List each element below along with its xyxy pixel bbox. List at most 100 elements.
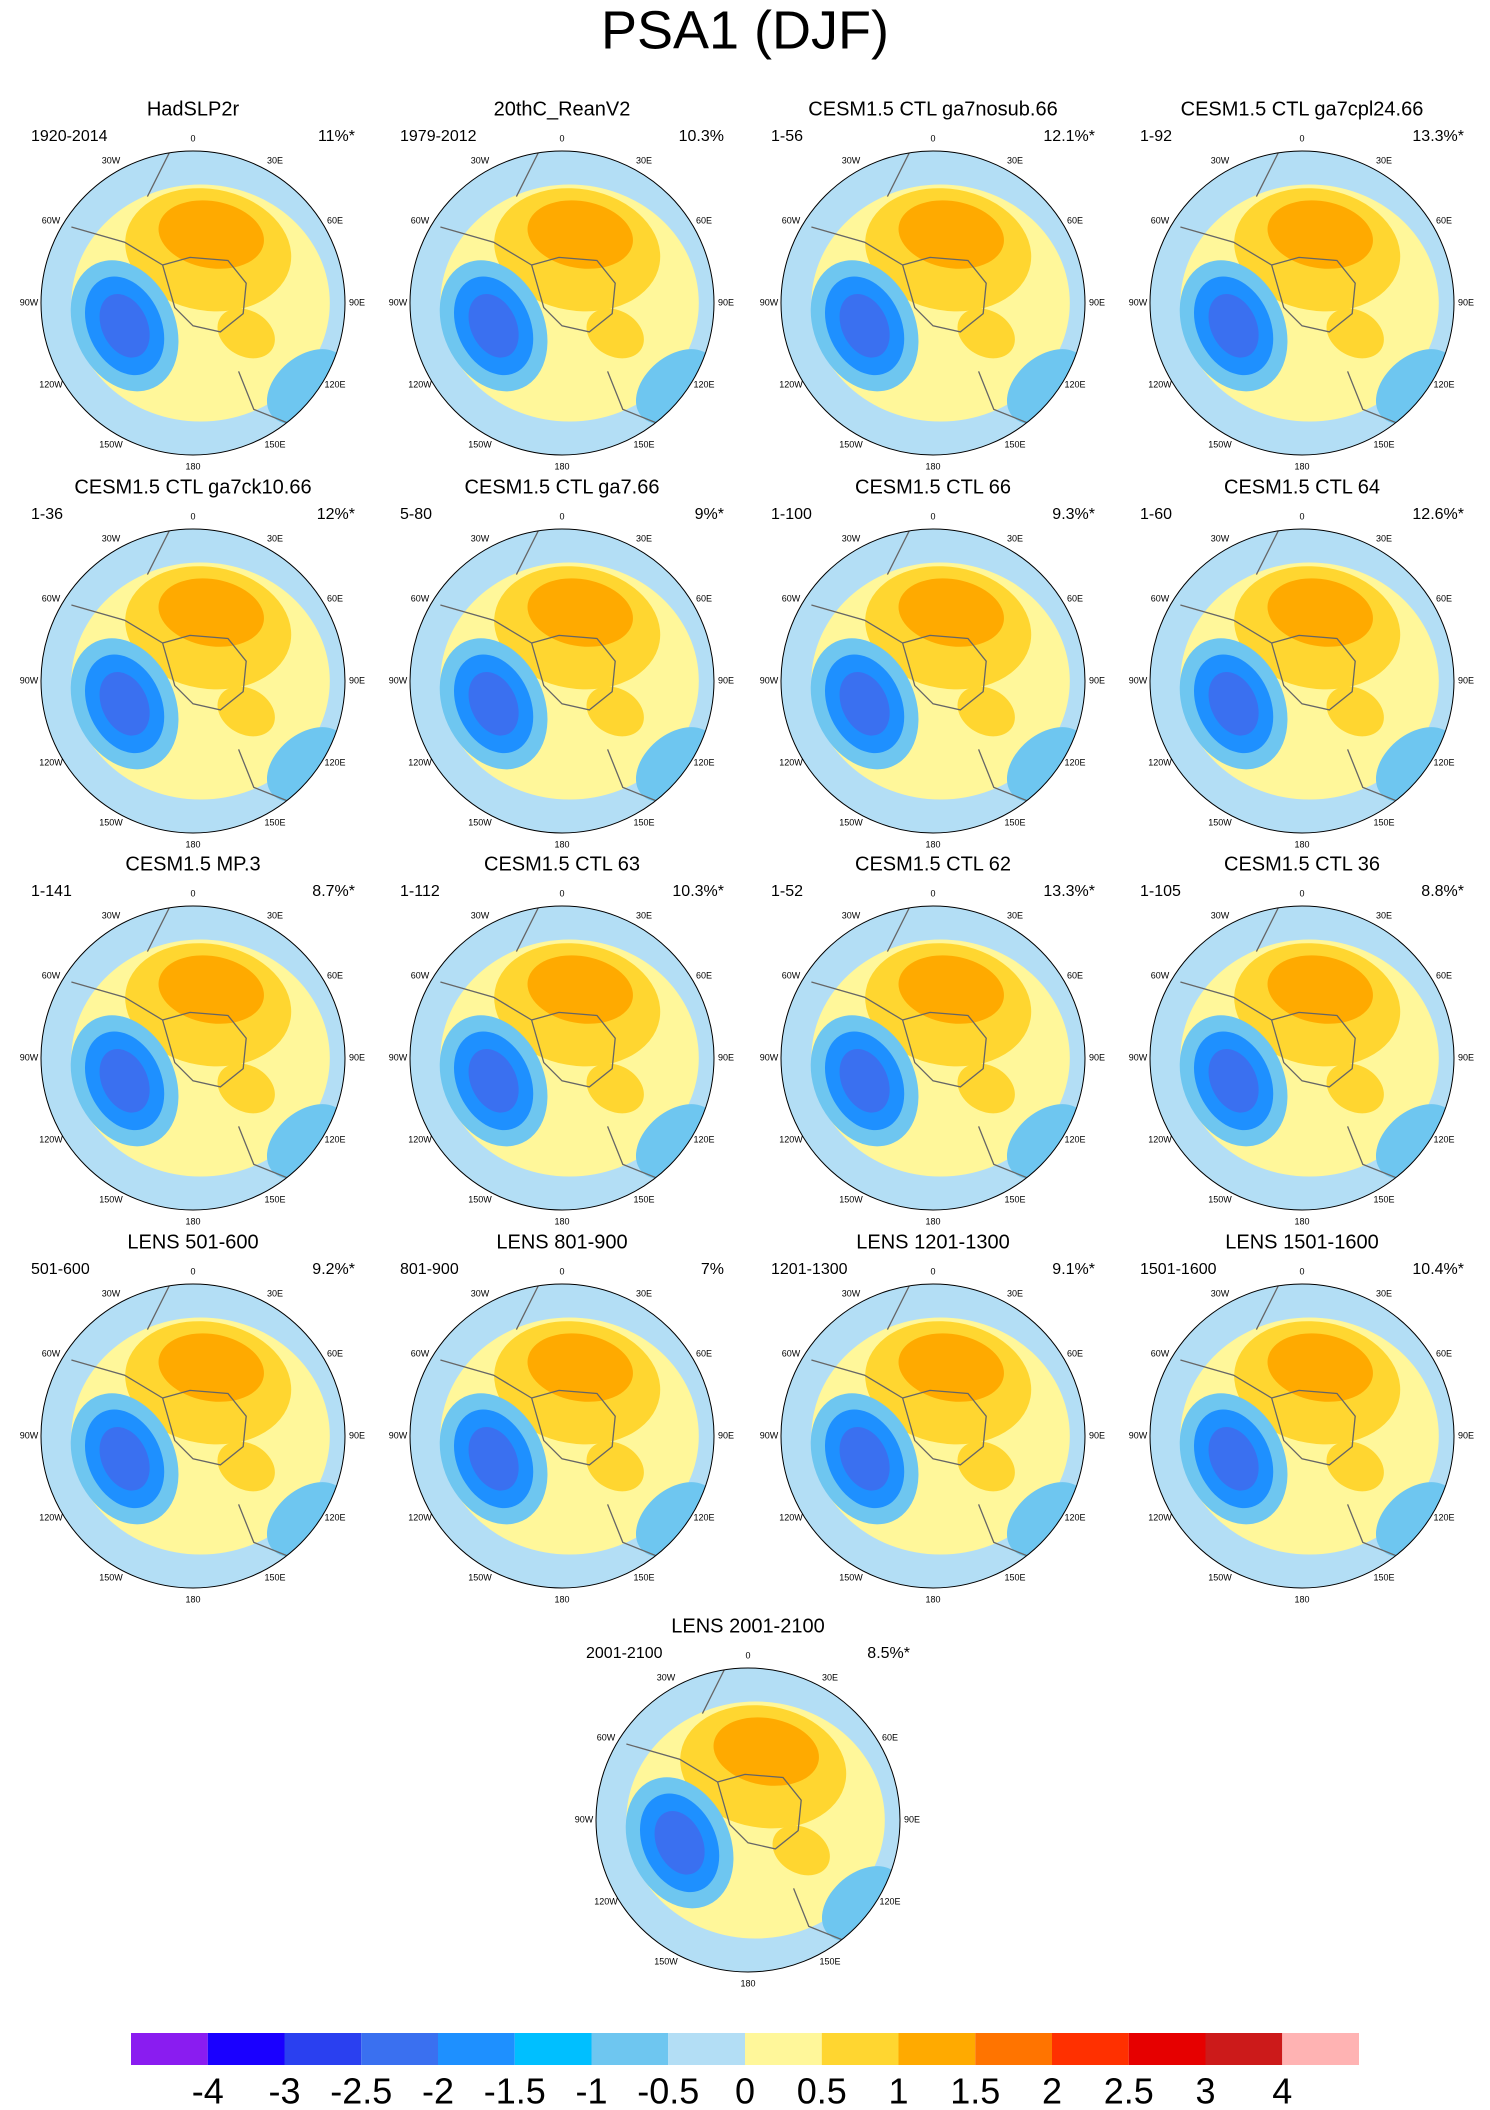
colorbar-label: -2.5	[330, 2071, 392, 2110]
colorbar-label: 1.5	[950, 2071, 1000, 2110]
positive-region	[527, 200, 633, 269]
longitude-label: 120W	[39, 1512, 63, 1522]
longitude-label: 90W	[760, 1430, 779, 1440]
longitude-label: 120E	[1434, 1134, 1455, 1144]
longitude-label: 30E	[822, 1672, 838, 1682]
longitude-label: 150E	[633, 1194, 654, 1204]
map	[596, 1668, 900, 1972]
longitude-label: 60E	[1436, 1348, 1452, 1358]
positive-region	[1267, 578, 1373, 647]
negative-region	[468, 1048, 519, 1113]
panel-period: 501-600	[31, 1261, 90, 1278]
negative-region	[468, 671, 519, 736]
positive-region	[898, 1333, 1004, 1402]
longitude-label: 120W	[779, 1512, 803, 1522]
longitude-label: 30W	[471, 910, 490, 920]
map	[781, 529, 1085, 833]
longitude-label: 60E	[1436, 593, 1452, 603]
longitude-label: 150E	[633, 439, 654, 449]
longitude-label: 120E	[1434, 379, 1455, 389]
longitude-label: 90E	[1458, 675, 1474, 685]
map-border	[780, 150, 1086, 456]
longitude-label: 120E	[694, 379, 715, 389]
longitude-label: 90E	[1458, 1430, 1474, 1440]
longitude-label: 60E	[1436, 215, 1452, 225]
longitude-label: 60E	[1436, 970, 1452, 980]
longitude-label: 90W	[1129, 1430, 1148, 1440]
colorbar-box	[898, 2033, 976, 2065]
longitude-label: 150E	[633, 1572, 654, 1582]
panel-variance: 10.4%*	[1412, 1261, 1464, 1278]
longitude-label: 180	[925, 839, 940, 849]
panel-variance: 8.7%*	[312, 883, 355, 900]
longitude-label: 60E	[327, 593, 343, 603]
panel-title: CESM1.5 CTL ga7cpl24.66	[1181, 98, 1424, 120]
negative-region	[839, 293, 890, 358]
colorbar-label: -4	[192, 2071, 224, 2110]
longitude-label: 120W	[779, 1134, 803, 1144]
coastline	[1180, 906, 1402, 1181]
longitude-label: 0	[930, 511, 935, 521]
map	[1150, 906, 1454, 1210]
map-border	[409, 528, 715, 834]
map-border	[1149, 150, 1455, 456]
longitude-label: 60E	[696, 970, 712, 980]
longitude-label: 30W	[102, 1288, 121, 1298]
colorbar-box	[1128, 2033, 1206, 2065]
longitude-label: 0	[190, 133, 195, 143]
longitude-label: 180	[554, 839, 569, 849]
panel-variance: 13.3%*	[1043, 883, 1095, 900]
colorbar-box	[361, 2033, 438, 2065]
figure-title: PSA1 (DJF)	[601, 0, 889, 60]
panel-variance: 10.3%	[679, 128, 724, 145]
map	[41, 529, 345, 833]
longitude-label: 90E	[718, 1430, 734, 1440]
longitude-label: 30W	[471, 155, 490, 165]
longitude-label: 60E	[327, 215, 343, 225]
longitude-label: 90E	[718, 675, 734, 685]
positive-region	[772, 1825, 830, 1876]
longitude-label: 60W	[1151, 593, 1170, 603]
longitude-label: 90W	[20, 1052, 39, 1062]
longitude-label: 30E	[1376, 1288, 1392, 1298]
longitude-label: 120E	[1065, 1512, 1086, 1522]
longitude-label: 180	[925, 1594, 940, 1604]
longitude-label: 90E	[349, 1430, 365, 1440]
panel-period: 1-60	[1140, 506, 1172, 523]
colorbar-label: 3	[1195, 2071, 1215, 2110]
negative-region	[99, 1048, 150, 1113]
longitude-label: 120E	[325, 1512, 346, 1522]
panel-period: 2001-2100	[586, 1645, 663, 1662]
panel-variance: 8.8%*	[1421, 883, 1464, 900]
positive-region	[957, 1063, 1015, 1114]
longitude-label: 120W	[1148, 757, 1172, 767]
negative-region	[839, 1426, 890, 1491]
panel-title: CESM1.5 MP.3	[125, 853, 260, 875]
longitude-label: 180	[1294, 461, 1309, 471]
panel-period: 1-56	[771, 128, 803, 145]
longitude-label: 90E	[1089, 297, 1105, 307]
longitude-label: 30W	[842, 533, 861, 543]
panel-variance: 13.3%*	[1412, 128, 1464, 145]
colorbar-label: -3	[268, 2071, 300, 2110]
longitude-label: 180	[925, 461, 940, 471]
panel-title: LENS 2001-2100	[671, 1615, 824, 1637]
negative-region	[839, 1048, 890, 1113]
negative-region	[839, 671, 890, 736]
positive-region	[586, 1441, 644, 1492]
map	[410, 906, 714, 1210]
panel-period: 1-100	[771, 506, 812, 523]
longitude-label: 90E	[349, 675, 365, 685]
longitude-label: 150E	[264, 1572, 285, 1582]
colorbar-label: 2.5	[1104, 2071, 1154, 2110]
longitude-label: 0	[190, 511, 195, 521]
positive-region	[1267, 955, 1373, 1024]
longitude-label: 150W	[468, 1572, 492, 1582]
longitude-label: 150W	[1208, 439, 1232, 449]
longitude-label: 60W	[411, 215, 430, 225]
longitude-label: 120E	[694, 1134, 715, 1144]
longitude-label: 120W	[408, 1134, 432, 1144]
longitude-label: 120W	[594, 1896, 618, 1906]
longitude-label: 30W	[1211, 533, 1230, 543]
colorbar-label: 0	[735, 2071, 755, 2110]
